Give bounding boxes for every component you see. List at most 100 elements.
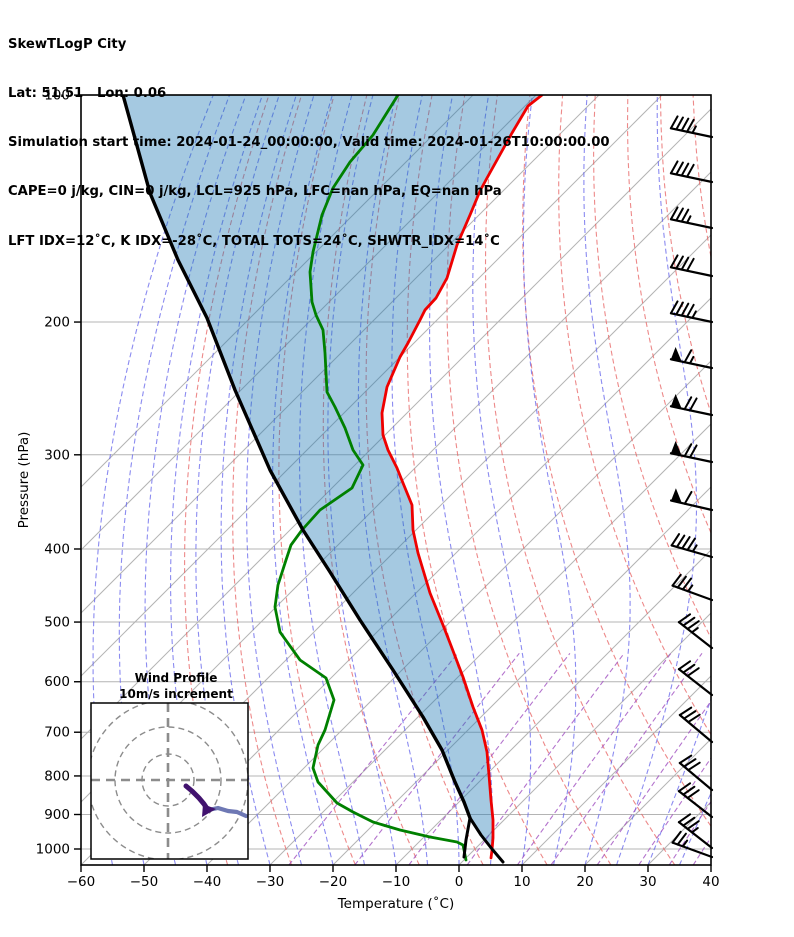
barb-full-tick	[683, 443, 693, 458]
mixing-ratio-line	[288, 652, 459, 865]
isotherm-line	[332, 486, 711, 865]
barb-full-tick	[680, 302, 690, 317]
barb-staff	[671, 841, 714, 859]
moist-adiabat-line	[272, 95, 334, 865]
wind-barb	[669, 206, 714, 230]
barb-full-tick	[680, 256, 690, 271]
barb-full-tick	[681, 577, 693, 591]
isotherm-line	[710, 864, 711, 865]
moist-adiabat-line	[327, 95, 397, 865]
barb-full-tick	[676, 575, 687, 589]
dry-adiabat-line	[184, 95, 270, 865]
barb-full-tick	[687, 713, 701, 724]
barb-full-tick	[682, 663, 696, 674]
barb-full-tick	[671, 573, 682, 587]
moist-adiabat-line	[743, 95, 794, 865]
barb-full-tick	[675, 301, 684, 316]
barb-full-tick	[675, 255, 684, 270]
barb-full-tick	[669, 300, 679, 315]
barb-full-tick	[686, 537, 696, 551]
dry-adiabat-line	[446, 95, 612, 865]
barb-full-tick	[682, 785, 696, 796]
barb-pennant	[670, 394, 682, 409]
wind-barb	[669, 488, 714, 512]
barb-pennant	[670, 441, 682, 456]
barb-full-tick	[682, 816, 696, 827]
x-tick-label: 10	[513, 874, 530, 890]
dry-adiabat-line	[558, 95, 711, 736]
y-axis-title: Pressure (hPa)	[16, 432, 32, 529]
wind-barb	[678, 754, 714, 792]
temperature-curve	[380, 95, 544, 860]
x-tick-label: 40	[702, 874, 719, 890]
wind-barb	[670, 533, 714, 559]
isotherm-line	[269, 423, 711, 865]
barb-full-tick	[675, 207, 684, 222]
mixing-ratio-line	[638, 757, 711, 865]
moist-adiabat-line	[615, 95, 698, 865]
moist-adiabat-line	[678, 791, 711, 865]
barb-full-tick	[678, 706, 693, 717]
wind-barb	[677, 660, 714, 697]
barb-full-tick	[669, 254, 679, 269]
barb-half-tick	[681, 839, 689, 848]
wind-barb	[669, 347, 714, 370]
mixing-ratio-line	[692, 836, 711, 865]
x-tick-label: −10	[382, 874, 411, 890]
barb-half-tick	[688, 355, 695, 365]
wind-barb	[678, 706, 714, 744]
wind-barb	[671, 830, 714, 859]
wind-barb	[669, 394, 714, 417]
parcel-main-curve	[121, 95, 472, 820]
isotherm-line	[81, 95, 537, 551]
barb-full-tick	[686, 667, 700, 677]
barb-full-tick	[686, 820, 700, 830]
isotherm-line	[81, 108, 711, 740]
mixing-ratio-line	[516, 652, 672, 865]
moist-adiabat-line	[583, 95, 631, 865]
header-title: SkewTLogP City	[8, 36, 127, 52]
mixing-ratio-line	[596, 700, 711, 865]
hodograph-arrowhead	[202, 804, 216, 817]
y-tick-label: 400	[44, 541, 70, 557]
wind-barb	[669, 300, 714, 324]
header-times: Simulation start time: 2024-01-24_00:00:…	[8, 135, 610, 151]
barb-full-tick	[686, 789, 700, 799]
barb-full-tick	[677, 782, 692, 793]
y-tick-label: 600	[44, 674, 70, 690]
mixing-ratio-line	[466, 652, 625, 865]
moist-adiabat-line	[246, 95, 315, 865]
barb-full-tick	[680, 162, 690, 177]
barb-full-tick	[669, 115, 679, 130]
dry-adiabat-line	[593, 95, 711, 640]
barb-full-tick	[675, 116, 684, 131]
barb-staff	[669, 266, 714, 278]
barb-staff	[677, 668, 714, 697]
barb-full-tick	[687, 761, 701, 772]
barb-half-tick	[691, 310, 697, 319]
dry-adiabat-line	[726, 95, 794, 865]
x-tick-label: 20	[576, 874, 593, 890]
x-tick-label: 0	[455, 874, 464, 890]
x-tick-label: −30	[256, 874, 285, 890]
x-tick-label: 30	[639, 874, 656, 890]
barb-full-tick	[669, 160, 679, 175]
barb-staff	[669, 172, 714, 184]
y-tick-label: 500	[44, 615, 70, 631]
barb-full-tick	[678, 754, 693, 765]
y-tick-label: 300	[44, 447, 70, 463]
dry-adiabat-line	[365, 95, 484, 865]
inset-subtitle: 10m/s increment	[119, 687, 233, 701]
barb-staff	[678, 761, 714, 792]
dry-adiabat-line	[522, 95, 711, 828]
moist-adiabat-line	[298, 95, 366, 865]
moist-adiabat-line	[391, 95, 460, 865]
isotherm-line	[647, 801, 711, 865]
x-tick-label: −50	[130, 874, 159, 890]
barb-full-tick	[686, 303, 695, 318]
barb-full-tick	[671, 830, 682, 844]
barb-full-tick	[676, 832, 687, 846]
wind-barb	[677, 613, 714, 650]
header-index-line: LFT IDX=12˚C, K IDX=-28˚C, TOTAL TOTS=24…	[8, 233, 500, 249]
